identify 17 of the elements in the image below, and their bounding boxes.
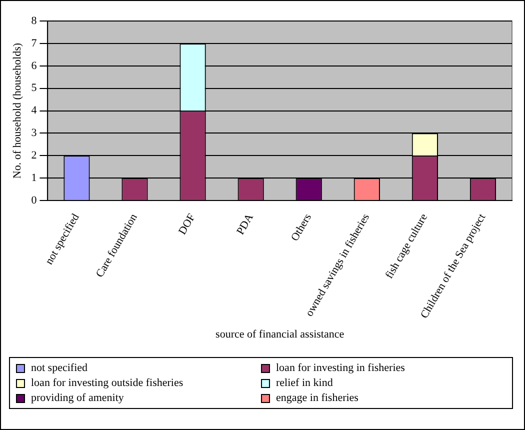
legend-label: not specified [31,362,88,374]
y-tick-label: 3 [31,127,38,140]
y-tick-label: 4 [31,104,38,117]
y-tick-label: 6 [31,60,38,72]
y-tick-label: 2 [31,150,37,162]
legend-label: engage in fisheries [276,392,358,404]
y-tick-label: 8 [31,14,38,27]
legend-label: relief in kind [276,377,333,389]
y-tick-label: 1 [31,172,37,184]
x-axis-title: source of financial assistance [216,328,344,340]
legend-label: loan for investing outside fisheries [31,377,184,389]
y-tick-label: 0 [31,194,38,206]
legend-label: loan for investing in fisheries [276,362,405,374]
y-tick-label: 5 [31,82,38,94]
y-tick-label: 7 [31,37,38,50]
y-axis-title: No. of household (households) [11,42,24,179]
legend-label: providing of amenity [31,392,124,404]
